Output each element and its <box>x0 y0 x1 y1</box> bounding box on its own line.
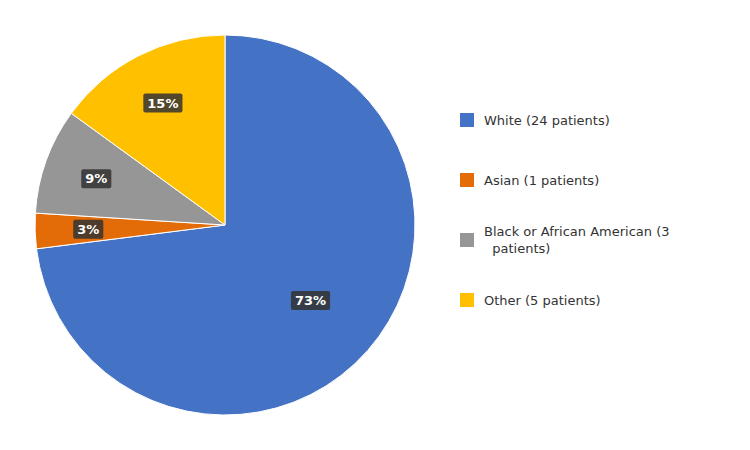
legend: White (24 patients) Asian (1 patients) Bla… <box>460 113 670 308</box>
legend-swatch <box>460 293 474 307</box>
legend-label: Black or African American (3 patients) <box>484 224 670 256</box>
data-label: 73% <box>295 293 326 308</box>
pie-slice <box>71 35 225 225</box>
data-label-bg <box>73 220 103 239</box>
chart: 73% 3% 9% 15% White (24 patients) Asian (1 pa… <box>0 0 750 450</box>
data-label: 9% <box>85 171 107 186</box>
data-label: 15% <box>147 96 178 111</box>
legend-swatch <box>460 233 474 247</box>
data-label-bg <box>81 169 111 188</box>
data-label-group: 3% <box>73 220 103 239</box>
data-label-group: 9% <box>81 169 111 188</box>
data-labels: 73% 3% 9% 15% <box>73 94 330 310</box>
data-label-bg <box>291 291 330 310</box>
legend-label: White (24 patients) <box>484 113 610 128</box>
data-label-bg <box>143 94 182 113</box>
legend-swatch <box>460 113 474 127</box>
data-label-group: 15% <box>143 94 182 113</box>
legend-swatch <box>460 173 474 187</box>
legend-label: Asian (1 patients) <box>484 173 599 188</box>
legend-label: Other (5 patients) <box>484 293 601 308</box>
data-label: 3% <box>77 222 99 237</box>
data-label-group: 73% <box>291 291 330 310</box>
slices <box>35 35 415 415</box>
